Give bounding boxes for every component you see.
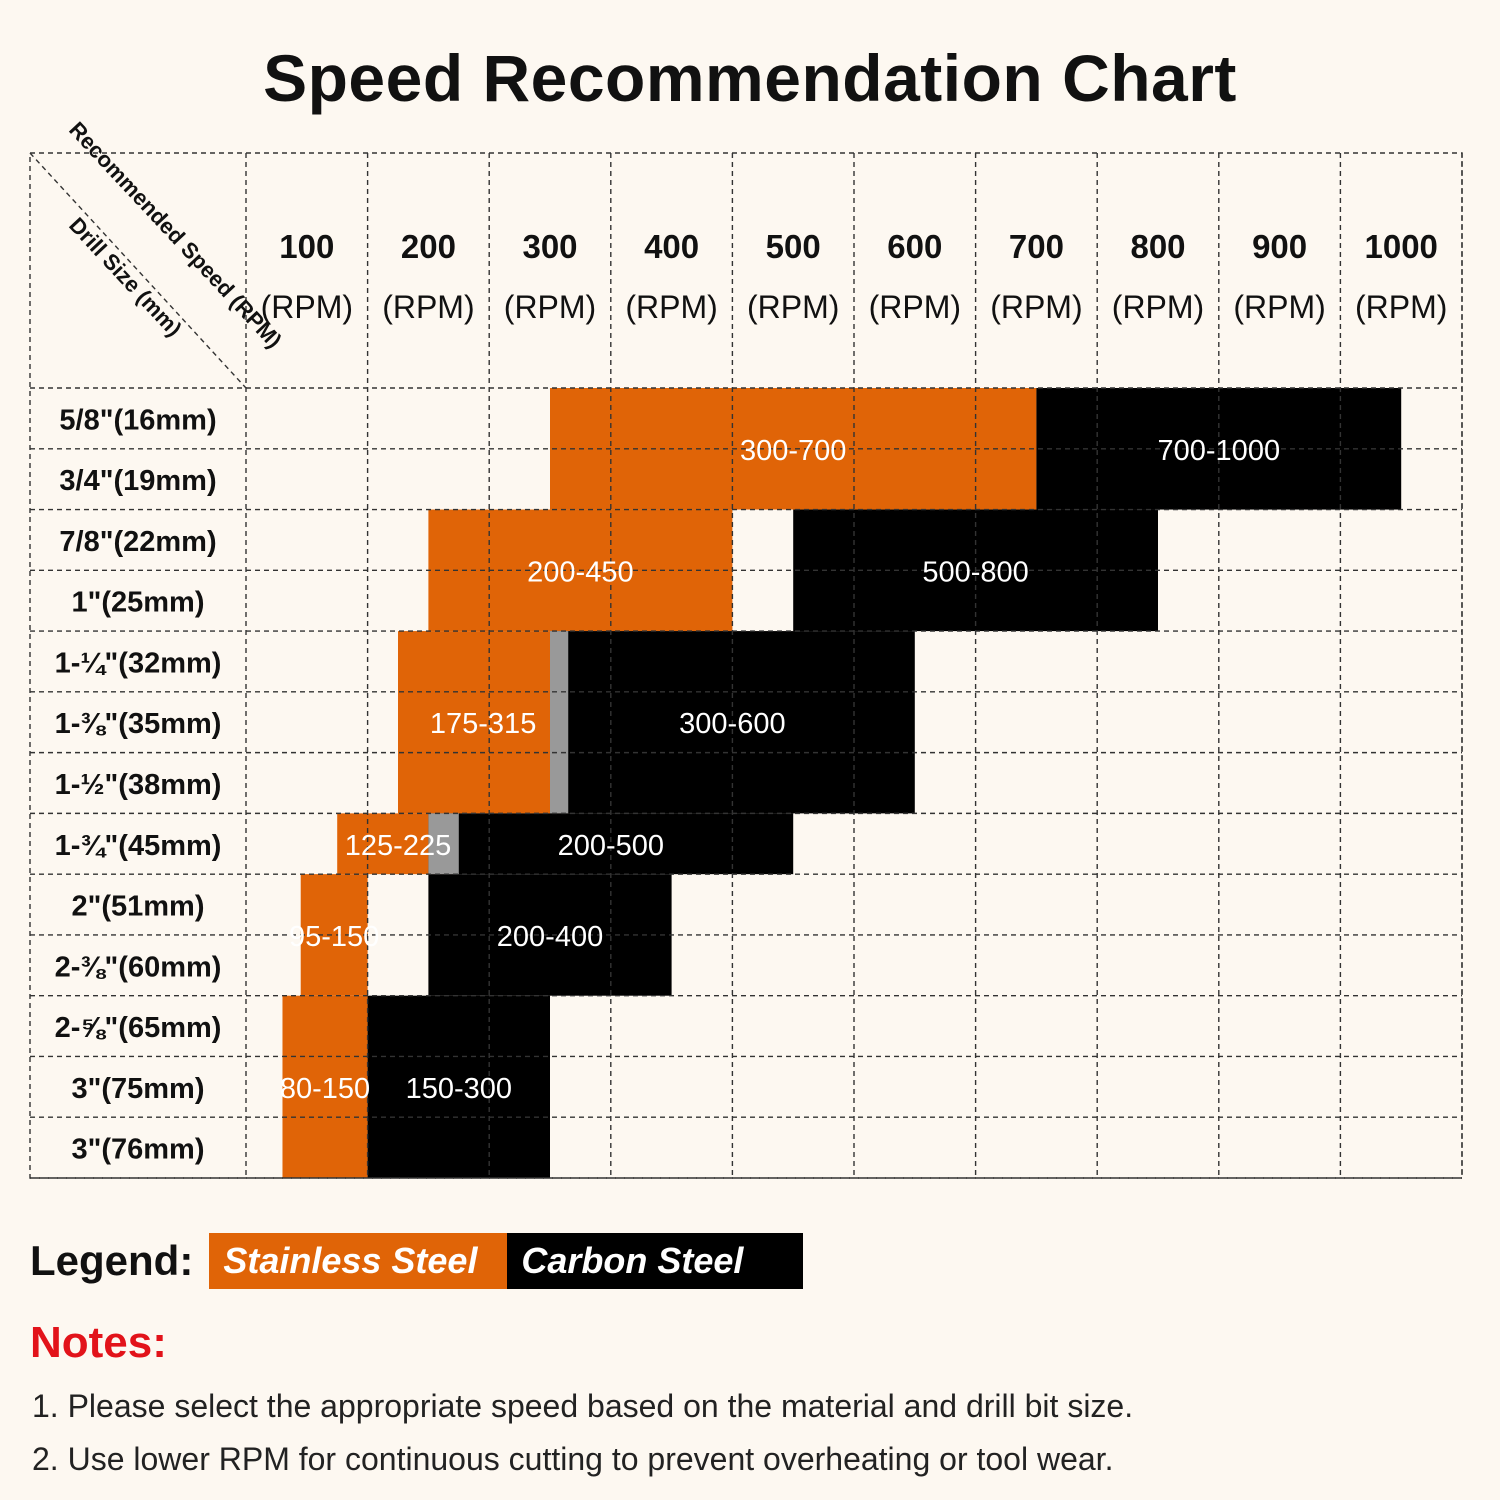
row-size-label: 1-¾"(45mm) [55, 830, 222, 862]
legend-stainless-steel: Stainless Steel [209, 1233, 508, 1289]
row-size-label: 1-⅜"(35mm) [55, 708, 222, 740]
row-size-label: 3"(76mm) [71, 1134, 204, 1166]
legend: Legend: Stainless Steel Carbon Steel [30, 1232, 804, 1290]
column-speed-label: 600 [887, 228, 942, 265]
carbon-range-bar [367, 995, 550, 1178]
note-item: 2. Use lower RPM for continuous cutting … [32, 1441, 1114, 1477]
column-speed-label: 800 [1130, 228, 1185, 265]
row-size-label: 3/4"(19mm) [59, 465, 216, 497]
row-size-label: 1"(25mm) [71, 587, 204, 619]
column-speed-label: 1000 [1364, 228, 1437, 265]
column-unit-label: (RPM) [1112, 289, 1204, 325]
range-label: 80-150 [280, 1073, 370, 1105]
column-unit-label: (RPM) [869, 289, 961, 325]
column-speed-label: 400 [644, 228, 699, 265]
column-unit-label: (RPM) [382, 289, 474, 325]
carbon-range-bar [428, 874, 672, 996]
stainless-range-bar [398, 631, 569, 814]
range-label: 500-800 [922, 556, 1028, 588]
note-item: 1. Please select the appropriate speed b… [32, 1388, 1134, 1424]
stainless-range-bar [282, 995, 368, 1178]
chart-title: Speed Recommendation Chart [263, 41, 1237, 115]
row-size-label: 2-⅜"(60mm) [55, 951, 222, 983]
column-unit-label: (RPM) [1355, 289, 1447, 325]
row-size-label: 5/8"(16mm) [59, 404, 216, 436]
range-label: 300-600 [679, 708, 785, 740]
legend-label: Legend: [30, 1237, 194, 1284]
range-label: 200-500 [558, 830, 664, 862]
column-unit-label: (RPM) [990, 289, 1082, 325]
column-unit-label: (RPM) [625, 289, 717, 325]
row-size-label: 3"(75mm) [71, 1073, 204, 1105]
overlap-band [428, 813, 459, 875]
row-size-label: 2-⅝"(65mm) [55, 1012, 222, 1044]
range-label: 175-315 [430, 708, 536, 740]
column-unit-label: (RPM) [261, 289, 353, 325]
column-unit-label: (RPM) [504, 289, 596, 325]
column-speed-label: 100 [279, 228, 334, 265]
notes-title: Notes: [30, 1318, 167, 1367]
column-unit-label: (RPM) [1233, 289, 1325, 325]
column-speed-label: 300 [522, 228, 577, 265]
range-label: 200-450 [527, 556, 633, 588]
row-size-label: 2"(51mm) [71, 891, 204, 923]
row-size-label: 7/8"(22mm) [59, 526, 216, 558]
column-speed-label: 700 [1009, 228, 1064, 265]
overlap-band [550, 631, 569, 814]
corner-diagonal [29, 152, 247, 389]
speed-chart: Recommended Speed (RPM)Drill Size (mm) 10… [29, 117, 1463, 1179]
row-size-label: 1-½"(38mm) [55, 769, 222, 801]
stainless-range-bar [550, 388, 1037, 510]
range-label: 95-150 [289, 921, 379, 953]
range-label: 300-700 [740, 435, 846, 467]
range-label: 150-300 [406, 1073, 512, 1105]
row-size-label: 1-¼"(32mm) [55, 647, 222, 679]
column-unit-label: (RPM) [747, 289, 839, 325]
column-speed-label: 500 [766, 228, 821, 265]
legend-carbon-steel: Carbon Steel [507, 1233, 804, 1289]
range-label: 700-1000 [1158, 435, 1281, 467]
range-label: 200-400 [497, 921, 603, 953]
column-speed-label: 200 [401, 228, 456, 265]
column-speed-label: 900 [1252, 228, 1307, 265]
range-label: 125-225 [345, 830, 451, 862]
